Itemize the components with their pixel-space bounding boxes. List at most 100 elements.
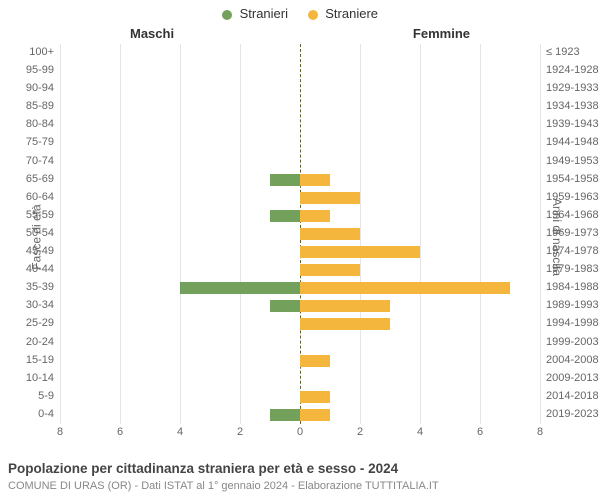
age-label: 95-99 — [26, 64, 54, 76]
birth-label: 1934-1938 — [546, 100, 599, 112]
x-axis: 8 6 4 2 0 2 4 6 8 — [60, 426, 540, 442]
age-label: 40-44 — [26, 263, 54, 275]
birth-label: 1959-1963 — [546, 191, 599, 203]
bar-female — [300, 228, 360, 240]
x-tick: 6 — [117, 426, 123, 438]
birth-label: 1944-1948 — [546, 136, 599, 148]
birth-label: 1954-1958 — [546, 173, 599, 185]
birth-label: 1989-1993 — [546, 299, 599, 311]
bar-female — [300, 409, 330, 421]
bar-male — [270, 300, 300, 312]
age-label: 25-29 — [26, 317, 54, 329]
age-row: 0-42019-2023 — [60, 406, 540, 424]
age-row: 10-142009-2013 — [60, 370, 540, 388]
age-row: 35-391984-1988 — [60, 279, 540, 297]
x-tick: 4 — [177, 426, 183, 438]
age-label: 45-49 — [26, 245, 54, 257]
birth-label: 2004-2008 — [546, 354, 599, 366]
legend-label-female: Straniere — [325, 6, 378, 21]
age-row: 55-591964-1968 — [60, 207, 540, 225]
birth-label: 1999-2003 — [546, 336, 599, 348]
bar-male — [270, 210, 300, 222]
age-label: 100+ — [29, 46, 54, 58]
bar-female — [300, 174, 330, 186]
chart-title: Popolazione per cittadinanza straniera p… — [8, 461, 398, 476]
birth-label: 1994-1998 — [546, 317, 599, 329]
x-tick: 4 — [417, 426, 423, 438]
age-row: 65-691954-1958 — [60, 171, 540, 189]
legend-swatch-female — [308, 10, 318, 20]
bar-female — [300, 192, 360, 204]
age-row: 5-92014-2018 — [60, 388, 540, 406]
age-row: 20-241999-2003 — [60, 334, 540, 352]
age-row: 45-491974-1978 — [60, 243, 540, 261]
age-row: 15-192004-2008 — [60, 352, 540, 370]
age-label: 50-54 — [26, 227, 54, 239]
legend-label-male: Stranieri — [240, 6, 288, 21]
chart-container: Stranieri Straniere Maschi Femmine Fasce… — [0, 0, 600, 500]
x-tick: 0 — [297, 426, 303, 438]
age-label: 90-94 — [26, 82, 54, 94]
birth-label: 2019-2023 — [546, 408, 599, 420]
age-row: 80-841939-1943 — [60, 116, 540, 134]
age-label: 55-59 — [26, 209, 54, 221]
bar-female — [300, 355, 330, 367]
x-tick: 8 — [537, 426, 543, 438]
age-row: 75-791944-1948 — [60, 134, 540, 152]
birth-label: 1979-1983 — [546, 263, 599, 275]
column-title-male: Maschi — [130, 26, 174, 41]
birth-label: 1929-1933 — [546, 82, 599, 94]
bar-female — [300, 391, 330, 403]
bar-female — [300, 210, 330, 222]
bar-male — [270, 409, 300, 421]
birth-label: 1984-1988 — [546, 281, 599, 293]
birth-label: 1939-1943 — [546, 118, 599, 130]
x-tick: 2 — [237, 426, 243, 438]
age-label: 20-24 — [26, 336, 54, 348]
legend-item-female: Straniere — [308, 6, 378, 21]
birth-label: 2014-2018 — [546, 390, 599, 402]
age-row: 40-441979-1983 — [60, 261, 540, 279]
birth-label: 1969-1973 — [546, 227, 599, 239]
age-label: 10-14 — [26, 372, 54, 384]
legend-item-male: Stranieri — [222, 6, 288, 21]
age-row: 70-741949-1953 — [60, 153, 540, 171]
age-row: 50-541969-1973 — [60, 225, 540, 243]
age-label: 70-74 — [26, 155, 54, 167]
bar-female — [300, 300, 390, 312]
age-row: 90-941929-1933 — [60, 80, 540, 98]
age-row: 95-991924-1928 — [60, 62, 540, 80]
column-title-female: Femmine — [413, 26, 470, 41]
plot-area: 100+≤ 192395-991924-192890-941929-193385… — [60, 44, 540, 424]
birth-label: 1949-1953 — [546, 155, 599, 167]
bar-female — [300, 318, 390, 330]
bar-male — [180, 282, 300, 294]
age-label: 60-64 — [26, 191, 54, 203]
x-tick: 6 — [477, 426, 483, 438]
age-label: 65-69 — [26, 173, 54, 185]
chart-subtitle: COMUNE DI URAS (OR) - Dati ISTAT al 1° g… — [8, 480, 439, 492]
age-row: 60-641959-1963 — [60, 189, 540, 207]
birth-label: ≤ 1923 — [546, 46, 580, 58]
age-label: 5-9 — [38, 390, 54, 402]
age-label: 35-39 — [26, 281, 54, 293]
x-tick: 2 — [357, 426, 363, 438]
age-label: 15-19 — [26, 354, 54, 366]
birth-label: 1924-1928 — [546, 64, 599, 76]
age-label: 85-89 — [26, 100, 54, 112]
gridline — [540, 44, 541, 424]
birth-label: 1964-1968 — [546, 209, 599, 221]
x-tick: 8 — [57, 426, 63, 438]
age-label: 0-4 — [38, 408, 54, 420]
legend: Stranieri Straniere — [0, 6, 600, 21]
birth-label: 1974-1978 — [546, 245, 599, 257]
bar-female — [300, 282, 510, 294]
age-row: 25-291994-1998 — [60, 315, 540, 333]
age-row: 85-891934-1938 — [60, 98, 540, 116]
age-row: 100+≤ 1923 — [60, 44, 540, 62]
age-label: 30-34 — [26, 299, 54, 311]
bar-female — [300, 264, 360, 276]
bar-female — [300, 246, 420, 258]
bar-male — [270, 174, 300, 186]
birth-label: 2009-2013 — [546, 372, 599, 384]
